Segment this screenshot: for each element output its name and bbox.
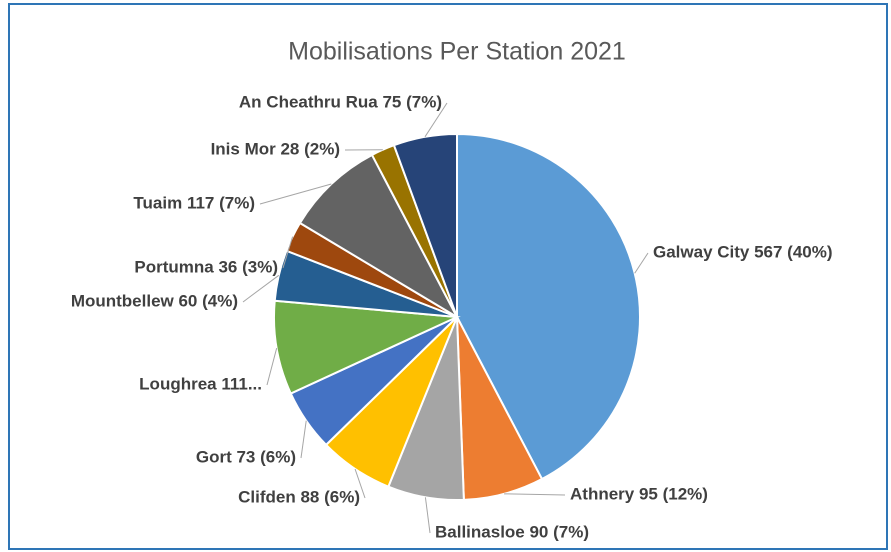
data-label: Galway City 567 (40%) — [653, 242, 833, 261]
data-label: Athnery 95 (12%) — [570, 484, 708, 503]
leader-line — [259, 183, 332, 205]
data-label: Portumna 36 (3%) — [134, 257, 278, 276]
leader-line — [282, 236, 294, 269]
leader-line — [354, 468, 366, 499]
leader-line — [266, 348, 278, 386]
data-label: An Cheathru Rua 75 (7%) — [239, 92, 442, 111]
data-label: Loughrea 111... — [139, 374, 262, 393]
leader-line — [300, 420, 307, 459]
data-label: Tuaim 117 (7%) — [133, 193, 255, 212]
pie-slice — [298, 153, 460, 320]
pie-slice — [273, 299, 461, 395]
chart-title: Mobilisations Per Station 2021 — [288, 38, 626, 66]
data-label: Gort 73 (6%) — [196, 447, 296, 466]
leader-line — [504, 493, 566, 496]
data-label: Clifden 88 (6%) — [238, 487, 360, 506]
data-label: Mountbellew 60 (4%) — [71, 291, 238, 310]
pie-slice — [456, 132, 641, 481]
leader-line — [424, 497, 431, 534]
data-label: Inis Mor 28 (2%) — [211, 139, 340, 158]
leader-line — [242, 274, 280, 303]
leader-line — [634, 252, 649, 274]
data-label: Ballinasloe 90 (7%) — [435, 522, 589, 541]
leader-line — [424, 102, 448, 138]
